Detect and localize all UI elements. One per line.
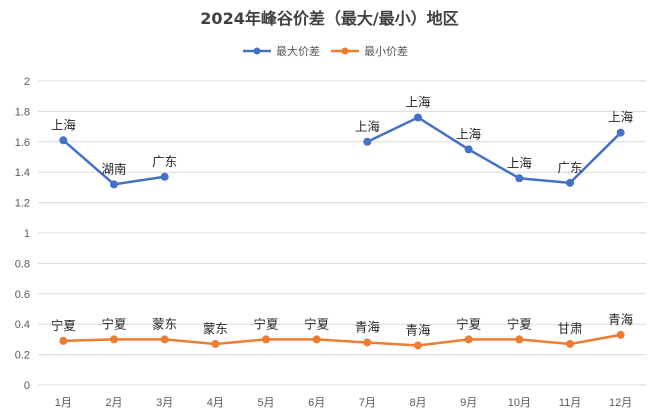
data-label: 上海 — [405, 94, 431, 109]
data-label: 宁夏 — [456, 316, 482, 331]
x-tick-label: 8月 — [409, 397, 426, 409]
data-label: 青海 — [405, 322, 431, 337]
legend-marker — [253, 47, 261, 55]
y-tick-label: 0 — [24, 380, 30, 392]
data-point — [616, 330, 625, 339]
data-point — [363, 338, 372, 347]
data-label: 湖南 — [101, 161, 126, 176]
data-label: 上海 — [355, 119, 381, 134]
y-tick-label: 0.2 — [15, 350, 30, 362]
legend-entry: 最小价差 — [364, 44, 408, 58]
data-point — [414, 341, 422, 350]
y-tick-label: 2 — [24, 76, 30, 88]
y-tick-label: 1.6 — [15, 137, 30, 149]
x-tick-label: 1月 — [55, 397, 72, 409]
data-point — [566, 178, 574, 187]
y-tick-label: 1.4 — [15, 167, 30, 179]
y-tick-label: 1.2 — [15, 198, 30, 210]
x-tick-label: 5月 — [257, 397, 274, 409]
y-axis-ticks: 0 0.2 0.4 0.6 0.8 1 1.2 1.4 1.6 1.8 2 — [15, 76, 30, 392]
data-label: 宁夏 — [253, 316, 279, 331]
y-tick-label: 0.8 — [15, 258, 30, 270]
x-tick-label: 2月 — [105, 397, 122, 409]
data-point — [464, 335, 473, 344]
data-point — [262, 335, 270, 344]
data-point — [515, 174, 524, 183]
data-label: 宁夏 — [51, 318, 77, 333]
gridlines — [38, 80, 646, 386]
data-label: 宁夏 — [304, 316, 330, 331]
data-point — [363, 137, 372, 146]
chart-title: 2024年峰谷价差（最大/最小）地区 — [200, 9, 458, 28]
data-label: 上海 — [456, 126, 482, 141]
data-label: 蒙东 — [203, 321, 228, 336]
data-point — [211, 339, 220, 348]
data-label: 青海 — [355, 319, 381, 334]
x-tick-label: 7月 — [359, 397, 376, 409]
x-tick-label: 12月 — [609, 397, 632, 409]
data-point — [312, 335, 321, 344]
legend: 最大价差 最小价差 — [243, 44, 408, 58]
legend-marker — [341, 47, 349, 55]
data-label: 上海 — [51, 117, 77, 132]
data-label: 甘肃 — [557, 321, 582, 336]
y-tick-label: 0.4 — [15, 319, 30, 331]
data-label: 宁夏 — [101, 316, 127, 331]
data-label: 广东 — [152, 154, 177, 169]
data-point — [566, 339, 574, 348]
x-tick-label: 3月 — [156, 397, 173, 409]
data-label: 上海 — [507, 155, 533, 170]
series-line — [63, 333, 621, 347]
y-tick-label: 0.6 — [15, 289, 30, 301]
data-label: 青海 — [608, 312, 634, 327]
y-tick-label: 1 — [24, 228, 30, 240]
data-point — [414, 113, 422, 122]
data-label: 蒙东 — [152, 316, 177, 331]
data-point — [160, 335, 169, 344]
data-point — [110, 335, 118, 344]
x-axis-ticks: 1月 2月 3月 4月 5月 6月 7月 8月 9月 10月 11月 12月 — [55, 397, 633, 409]
x-tick-label: 4月 — [207, 397, 224, 409]
data-point — [464, 145, 473, 154]
x-tick-label: 9月 — [460, 397, 477, 409]
y-tick-label: 1.8 — [15, 106, 30, 118]
legend-entry: 最大价差 — [276, 44, 320, 58]
data-point — [515, 335, 524, 344]
data-point — [59, 336, 68, 345]
data-point — [59, 136, 68, 145]
data-point — [160, 172, 169, 181]
data-point — [616, 128, 625, 137]
data-label: 宁夏 — [507, 316, 533, 331]
series-line — [366, 116, 622, 185]
x-tick-label: 11月 — [559, 397, 581, 409]
series-layer — [59, 113, 625, 350]
data-point — [110, 180, 118, 189]
data-label: 广东 — [557, 160, 582, 175]
data-label: 上海 — [608, 110, 634, 125]
x-tick-label: 6月 — [308, 397, 325, 409]
x-tick-label: 10月 — [508, 397, 531, 409]
